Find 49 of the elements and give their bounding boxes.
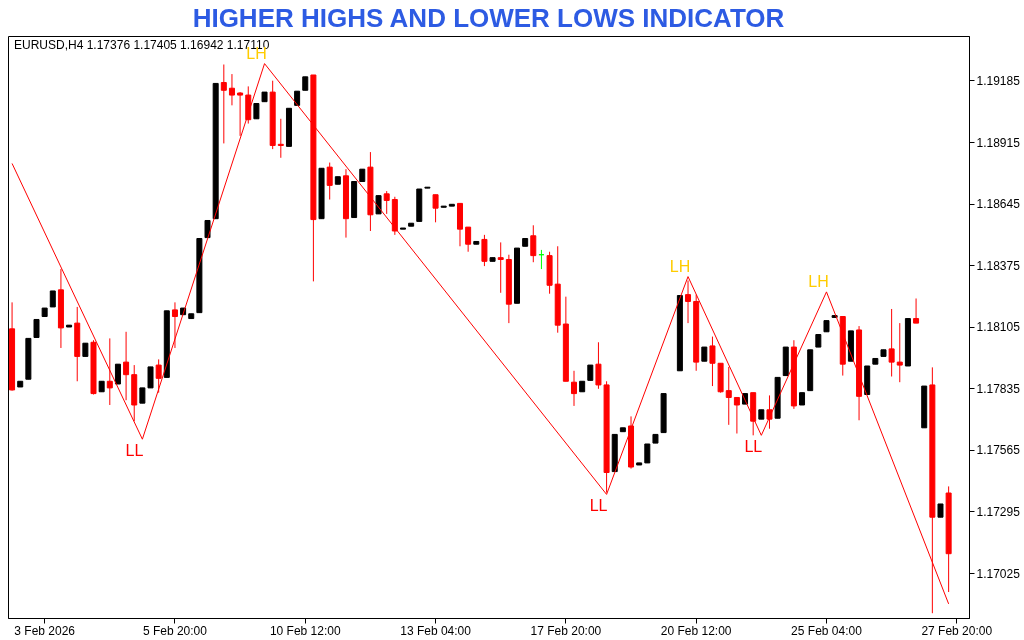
candlestick bbox=[888, 308, 895, 377]
x-tick-label: 13 Feb 04:00 bbox=[400, 623, 472, 638]
candlestick bbox=[155, 358, 162, 394]
candlestick bbox=[571, 370, 578, 407]
x-tick-label: 27 Feb 20:00 bbox=[921, 623, 993, 638]
x-tick-label: 17 Feb 20:00 bbox=[530, 623, 602, 638]
y-tick-label: 1.17565 bbox=[976, 443, 1021, 458]
annotation: LL bbox=[744, 438, 763, 456]
y-tick-label: 1.17025 bbox=[976, 566, 1021, 581]
candlestick bbox=[33, 318, 40, 338]
candlestick bbox=[432, 194, 439, 223]
candlestick bbox=[326, 162, 333, 201]
annotation: LH bbox=[808, 272, 829, 290]
y-tick-label: 1.19185 bbox=[976, 73, 1021, 88]
y-tick-label: 1.17835 bbox=[976, 381, 1021, 396]
candlestick bbox=[237, 91, 244, 137]
x-tick-label: 20 Feb 12:00 bbox=[660, 623, 732, 638]
y-tick-label: 1.18915 bbox=[976, 135, 1021, 150]
candlestick bbox=[644, 443, 651, 464]
candlestick bbox=[106, 337, 113, 406]
y-tick-label: 1.18645 bbox=[976, 197, 1021, 212]
candlestick bbox=[114, 363, 121, 385]
candlestick bbox=[383, 190, 390, 215]
y-tick-label: 1.17295 bbox=[976, 505, 1021, 519]
annotation: LH bbox=[669, 257, 691, 275]
candlestick bbox=[766, 394, 773, 430]
candlestick bbox=[530, 224, 537, 263]
candlestick bbox=[481, 234, 488, 267]
candlestick bbox=[220, 64, 227, 144]
candlestick bbox=[733, 396, 740, 434]
x-tick-label: 10 Feb 12:00 bbox=[269, 623, 341, 638]
candlestick bbox=[123, 331, 130, 401]
candlestick bbox=[465, 226, 472, 253]
candlestick bbox=[725, 366, 732, 426]
chart-title: HIGHER HIGHS AND LOWER LOWS INDICATOR bbox=[192, 3, 785, 33]
y-tick-label: 1.18105 bbox=[976, 320, 1021, 335]
candlestick bbox=[913, 297, 920, 324]
candlestick bbox=[497, 241, 504, 294]
y-tick-label: 1.18375 bbox=[976, 258, 1021, 273]
x-tick-label: 5 Feb 20:00 bbox=[142, 623, 208, 638]
candlestick bbox=[228, 73, 235, 106]
x-tick-label: 25 Feb 04:00 bbox=[791, 623, 863, 638]
annotation: LL bbox=[589, 497, 608, 515]
candlestick bbox=[685, 279, 692, 324]
candlestick bbox=[277, 118, 284, 159]
candlestick bbox=[896, 322, 903, 383]
x-tick-label: 3 Feb 2026 bbox=[14, 623, 76, 638]
annotation: LL bbox=[125, 442, 144, 460]
candlestick bbox=[171, 301, 178, 349]
